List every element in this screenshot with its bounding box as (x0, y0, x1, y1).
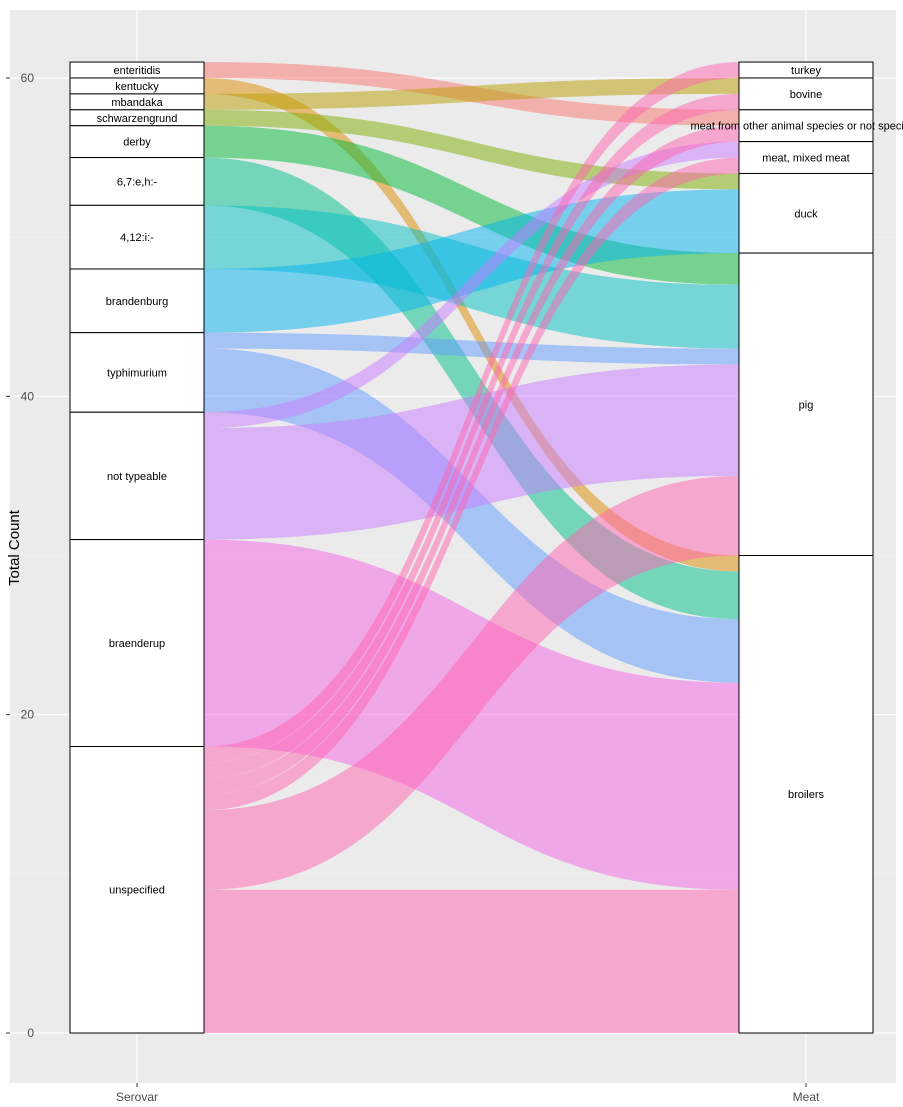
stratum-label: braenderup (109, 638, 165, 650)
y-axis-title: Total Count (6, 509, 23, 586)
stratum-label: 6,7:e,h:- (117, 176, 158, 188)
stratum-label: schwarzengrund (97, 113, 178, 125)
stratum-label: not typeable (107, 471, 167, 483)
stratum-label: bovine (790, 89, 822, 101)
stratum-box (69, 745, 205, 1034)
y-tick-label: 60 (21, 71, 35, 85)
flows (70, 62, 739, 1033)
stratum-label: mbandaka (111, 97, 163, 109)
stratum-label: broilers (788, 789, 825, 801)
flow-band (204, 125, 739, 795)
stratum-label: typhimurium (107, 367, 167, 379)
stratum-box (69, 332, 205, 413)
flow-band (204, 157, 739, 811)
stratum-box (69, 204, 205, 270)
stratum-label: derby (123, 137, 151, 149)
flow-band (204, 157, 739, 620)
flow-band (204, 77, 739, 572)
y-tick-label: 0 (27, 1026, 34, 1040)
stratum-label: turkey (791, 65, 821, 77)
flow-band (204, 93, 739, 779)
stratum-box (69, 268, 205, 334)
stratum-label: brandenburg (106, 296, 168, 308)
flow-band (204, 141, 739, 429)
flow-band (204, 77, 739, 110)
x-tick-label: Meat (793, 1090, 820, 1104)
x-tick-label: Serovar (116, 1090, 158, 1104)
y-tick-label: 40 (21, 389, 35, 403)
flow-band (204, 889, 739, 1033)
stratum-label: duck (794, 208, 818, 220)
stratum-label: kentucky (115, 81, 159, 93)
stratum-box (738, 252, 874, 556)
axes: 0 20 40 60 Serovar Meat (6, 71, 820, 1104)
y-tick-label: 20 (21, 708, 35, 722)
stratum-label: meat from other animal species or not sp… (690, 121, 903, 133)
stratum-label: unspecified (109, 885, 165, 897)
strata: enteritidis kentucky mbandaka schwarzengrun… (69, 61, 903, 1034)
stratum-box (738, 554, 874, 1034)
stratum-box (69, 157, 205, 206)
flow-band (204, 62, 739, 763)
flow-band (204, 475, 739, 890)
stratum-box (69, 539, 205, 747)
stratum-label: pig (799, 399, 814, 411)
stratum-box (738, 109, 874, 143)
flow-band (204, 332, 739, 365)
stratum-label: meat, mixed meat (762, 153, 849, 165)
flow-band (204, 364, 739, 540)
stratum-label: enteritidis (113, 65, 161, 77)
stratum-box (738, 172, 874, 254)
stratum-label: 4,12:i:- (120, 232, 154, 244)
